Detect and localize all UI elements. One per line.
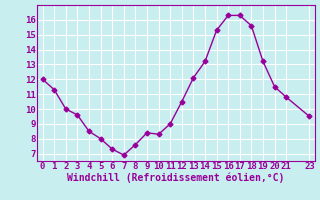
X-axis label: Windchill (Refroidissement éolien,°C): Windchill (Refroidissement éolien,°C): [67, 173, 285, 183]
